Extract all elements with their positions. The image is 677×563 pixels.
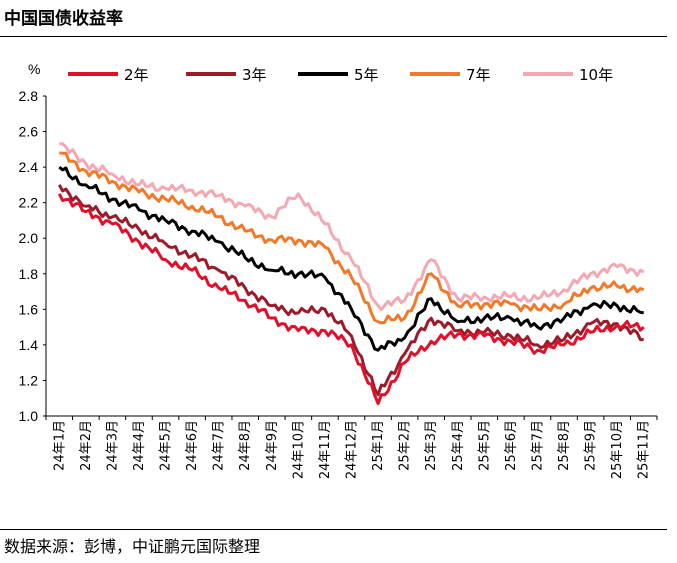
y-axis-ticks: 1.0 1.2 1.4 1.6 1.8 2.0 2.2 2.4 2.6 2.8 bbox=[19, 88, 46, 424]
series-line-2年 bbox=[57, 193, 645, 406]
x-tick-label: 25年5月 bbox=[477, 420, 492, 471]
legend-label: 7年 bbox=[466, 66, 491, 84]
x-tick-label: 25年4月 bbox=[451, 420, 466, 471]
x-tick-label: 24年8月 bbox=[238, 420, 253, 471]
x-tick-label: 25年7月 bbox=[530, 420, 545, 471]
legend-label: 5年 bbox=[354, 66, 379, 84]
source-note: 数据来源：彭博，中证鹏元国际整理 bbox=[4, 537, 261, 556]
y-axis-label: % bbox=[28, 61, 40, 77]
y-tick-label: 2.8 bbox=[19, 88, 39, 104]
bottom-rule bbox=[0, 529, 667, 530]
y-tick-label: 1.6 bbox=[19, 301, 39, 317]
x-tick-label: 24年12月 bbox=[345, 420, 360, 479]
x-tick-label: 24年3月 bbox=[105, 420, 120, 471]
y-tick-label: 1.4 bbox=[19, 337, 39, 353]
top-rule bbox=[0, 36, 667, 37]
line-chart: 2年 3年 5年 7年 10年 % 1.0 1.2 1.4 1.6 1.8 2.0 2.2 2.4 2.… bbox=[19, 61, 658, 479]
y-tick-label: 2.6 bbox=[19, 124, 39, 140]
x-tick-label: 24年1月 bbox=[52, 420, 67, 471]
series-line-5年 bbox=[58, 165, 644, 352]
x-tick-label: 24年4月 bbox=[132, 420, 147, 471]
legend: 2年 3年 5年 7年 10年 bbox=[68, 66, 613, 84]
series-line-3年 bbox=[57, 184, 644, 397]
x-tick-label: 24年7月 bbox=[212, 420, 227, 471]
legend-label: 2年 bbox=[124, 66, 149, 84]
x-tick-label: 25年9月 bbox=[584, 420, 599, 471]
y-tick-label: 1.2 bbox=[19, 372, 39, 388]
series-line-10年 bbox=[59, 142, 645, 312]
x-tick-label: 25年2月 bbox=[398, 420, 413, 471]
series-line-7年 bbox=[59, 151, 645, 325]
x-tick-label: 25年3月 bbox=[424, 420, 439, 471]
chart-title: 中国国债收益率 bbox=[4, 9, 123, 29]
y-tick-label: 1.0 bbox=[19, 408, 39, 424]
x-tick-label: 24年10月 bbox=[291, 420, 306, 479]
y-tick-label: 1.8 bbox=[19, 266, 39, 282]
series-lines bbox=[57, 142, 645, 406]
legend-label: 3年 bbox=[242, 66, 267, 84]
x-axis-ticks: 24年1月 24年2月 24年3月 24年4月 24年5月 24年6月 24年7月 24年8月… bbox=[45, 416, 658, 479]
x-tick-label: 24年5月 bbox=[159, 420, 174, 471]
y-tick-label: 2.2 bbox=[19, 195, 39, 211]
x-tick-label: 25年1月 bbox=[371, 420, 386, 471]
y-tick-label: 2.4 bbox=[19, 159, 39, 175]
x-tick-label: 24年9月 bbox=[265, 420, 280, 471]
x-tick-label: 25年6月 bbox=[504, 420, 519, 471]
x-tick-label: 24年6月 bbox=[185, 420, 200, 471]
x-tick-label: 25年8月 bbox=[557, 420, 572, 471]
x-tick-label: 24年11月 bbox=[318, 420, 333, 479]
x-tick-label: 25年10月 bbox=[610, 420, 625, 479]
axes bbox=[45, 96, 657, 417]
x-tick-label: 24年2月 bbox=[79, 420, 94, 471]
x-tick-label: 25年11月 bbox=[637, 420, 652, 479]
y-tick-label: 2.0 bbox=[19, 230, 39, 246]
legend-label: 10年 bbox=[579, 66, 613, 84]
